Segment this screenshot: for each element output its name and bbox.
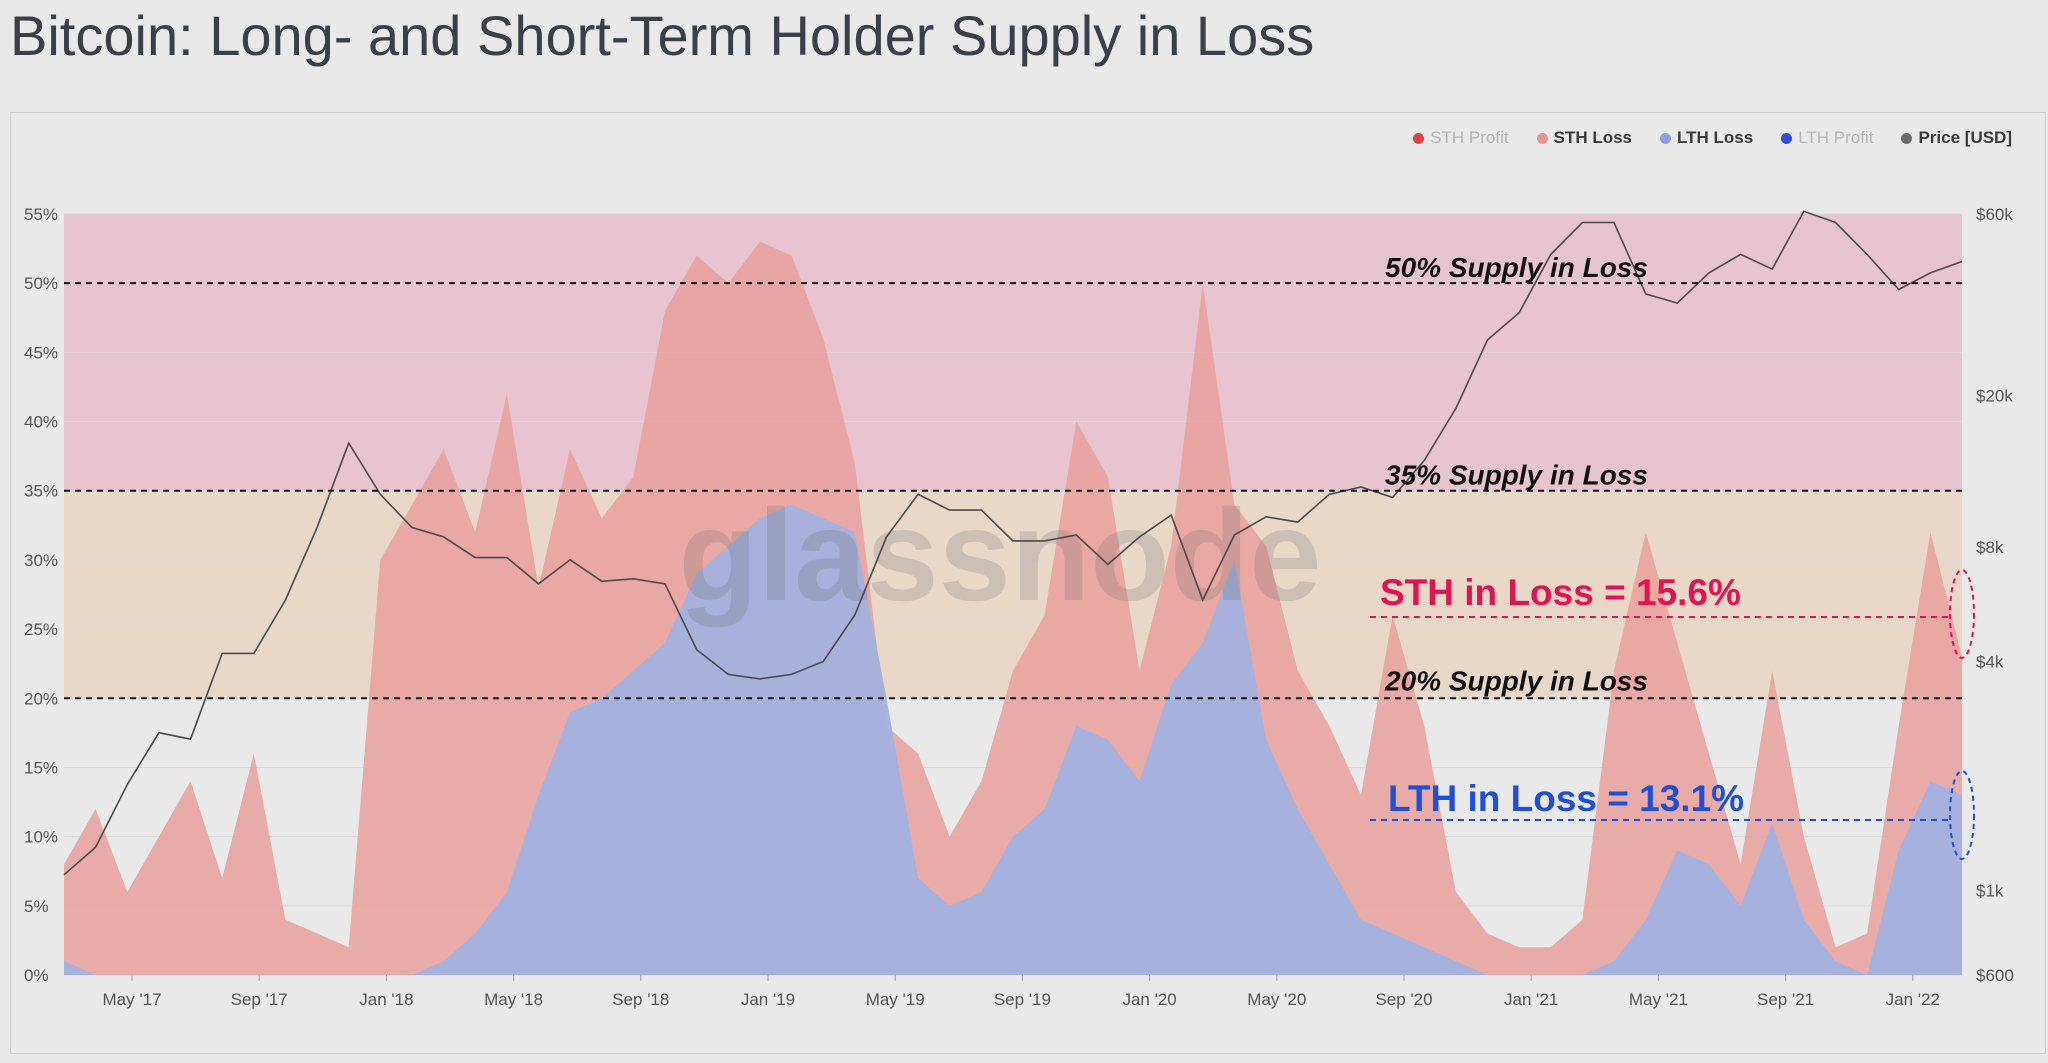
legend-dot-icon xyxy=(1413,132,1425,144)
y-left-tick: 25% xyxy=(24,620,58,639)
watermark: glassnode xyxy=(679,482,1322,628)
legend-item-sth-profit[interactable]: STH Profit xyxy=(1413,128,1509,148)
legend-label: Price [USD] xyxy=(1918,128,2012,147)
legend-dot-icon xyxy=(1536,132,1548,144)
lth-ellipse xyxy=(1949,770,1975,860)
legend-item-price-usd[interactable]: Price [USD] xyxy=(1901,128,2012,148)
label-35: 35% Supply in Loss xyxy=(1385,460,1648,491)
x-tick: May '18 xyxy=(484,990,543,1009)
sth-ellipse xyxy=(1949,569,1975,659)
x-tick: Jan '22 xyxy=(1886,990,1940,1009)
legend-item-lth-profit[interactable]: LTH Profit xyxy=(1781,128,1873,148)
y-right-tick: $4k xyxy=(1976,653,2004,672)
x-tick: May '17 xyxy=(103,990,162,1009)
x-tick: May '19 xyxy=(866,990,925,1009)
y-left-tick: 0% xyxy=(24,966,49,985)
legend-item-sth-loss[interactable]: STH Loss xyxy=(1536,128,1633,148)
legend-label: STH Loss xyxy=(1553,128,1633,147)
legend-label: LTH Profit xyxy=(1798,128,1874,147)
x-tick: May '20 xyxy=(1247,990,1306,1009)
chart-legend: STH Profit STH Loss LTH Loss LTH Profit Pric… xyxy=(1413,128,2012,148)
y-right-tick: $8k xyxy=(1976,538,2004,557)
y-right-tick: $1k xyxy=(1976,882,2004,901)
x-tick: May '21 xyxy=(1629,990,1688,1009)
sth-annotation: STH in Loss = 15.6% xyxy=(1380,572,1741,613)
y-left-tick: 10% xyxy=(24,828,58,847)
lth-annotation: LTH in Loss = 13.1% xyxy=(1388,778,1744,819)
lth-loss-area xyxy=(64,504,1962,975)
y-left-tick: 45% xyxy=(24,343,58,362)
y-left-tick: 55% xyxy=(24,205,58,224)
label-50: 50% Supply in Loss xyxy=(1385,252,1648,283)
x-tick: Jan '18 xyxy=(359,990,413,1009)
legend-dot-icon xyxy=(1781,132,1793,144)
y-right-tick: $20k xyxy=(1976,387,2013,406)
x-tick: Jan '19 xyxy=(741,990,795,1009)
x-tick: Jan '20 xyxy=(1122,990,1176,1009)
price-line xyxy=(63,210,1963,876)
y-right-tick: $60k xyxy=(1976,205,2013,224)
x-tick: Sep '19 xyxy=(994,990,1051,1009)
legend-dot-icon xyxy=(1660,132,1672,144)
y-right-tick: $600 xyxy=(1976,966,2014,985)
y-left-tick: 20% xyxy=(24,689,58,708)
x-tick: Jan '21 xyxy=(1504,990,1558,1009)
label-20: 20% Supply in Loss xyxy=(1384,665,1648,696)
y-left-tick: 15% xyxy=(24,758,58,777)
y-left-tick: 5% xyxy=(24,897,49,916)
y-left-tick: 35% xyxy=(24,482,58,501)
y-left-tick: 40% xyxy=(24,413,58,432)
x-tick: Sep '17 xyxy=(231,990,288,1009)
x-tick: Sep '20 xyxy=(1375,990,1432,1009)
legend-item-lth-loss[interactable]: LTH Loss xyxy=(1660,128,1753,148)
sth-loss-area xyxy=(64,241,1962,975)
y-left-tick: 30% xyxy=(24,551,58,570)
chart-title: Bitcoin: Long- and Short-Term Holder Sup… xyxy=(10,4,1315,67)
x-tick: Sep '21 xyxy=(1757,990,1814,1009)
y-left-tick: 50% xyxy=(24,274,58,293)
legend-dot-icon xyxy=(1901,132,1913,144)
x-tick: Sep '18 xyxy=(612,990,669,1009)
legend-label: LTH Loss xyxy=(1677,128,1754,147)
legend-label: STH Profit xyxy=(1430,128,1509,147)
